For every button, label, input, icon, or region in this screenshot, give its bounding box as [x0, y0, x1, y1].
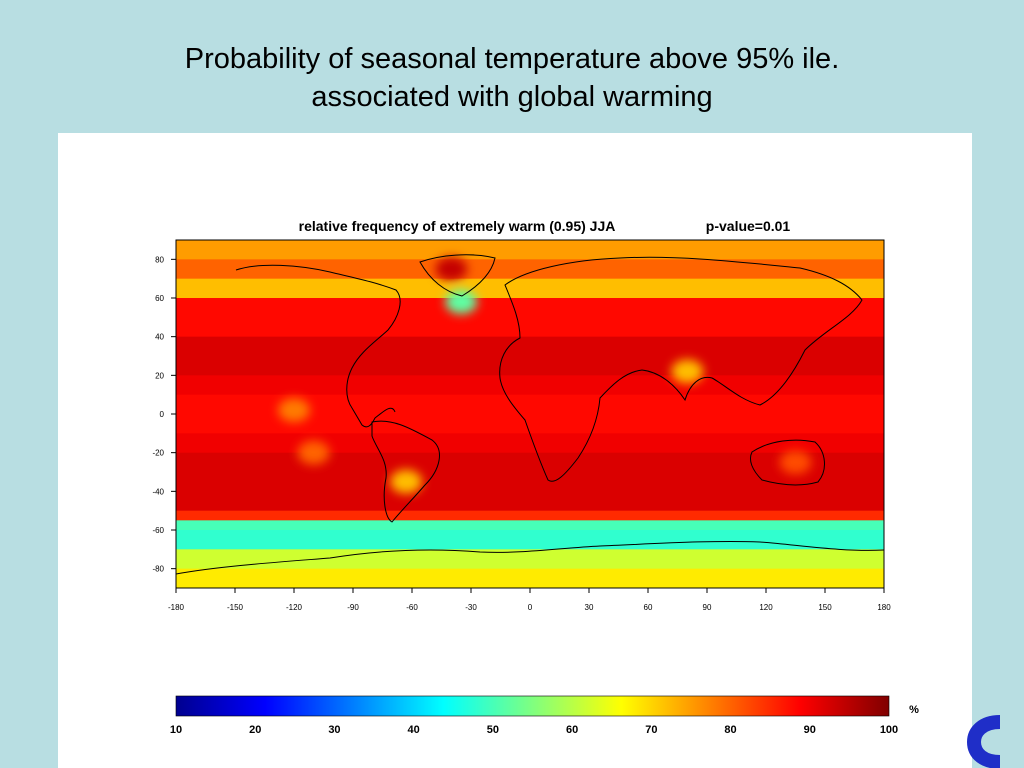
latitude-band [176, 568, 884, 588]
logo-icon [966, 715, 1001, 768]
y-tick-label: -60 [152, 526, 164, 535]
y-tick-label: -20 [152, 449, 164, 458]
colorbar-unit: % [909, 704, 919, 716]
latitude-bands [176, 240, 884, 588]
y-tick-label: 20 [155, 371, 164, 380]
coastline-greenland [419, 254, 496, 297]
latitude-band [176, 520, 884, 531]
regional-anomaly [779, 450, 812, 475]
colorbar-tick-label: 40 [408, 724, 420, 736]
latitude-band [176, 259, 884, 280]
slide-title-line-1: Probability of seasonal temperature abov… [184, 43, 840, 75]
x-axis: -180 -150 -120 -90 -60 -30 0 30 60 90 120 150 180 [168, 588, 891, 612]
x-tick-label: 180 [877, 603, 891, 612]
regional-anomaly [390, 469, 423, 494]
colorbar-tick-label: 100 [880, 724, 898, 736]
latitude-band [176, 298, 884, 338]
colorbar-tick-label: 10 [170, 724, 182, 736]
y-tick-label: 80 [155, 255, 164, 264]
coastline-antarctica [176, 540, 884, 575]
coastline-australia [749, 439, 825, 486]
x-tick-label: 120 [759, 603, 773, 612]
x-tick-label: -120 [286, 603, 303, 612]
y-tick-label: 40 [155, 333, 164, 342]
colorbar-tick-label: 70 [645, 724, 657, 736]
colorbar-tick-label: 60 [566, 724, 578, 736]
x-tick-label: -90 [347, 603, 359, 612]
y-axis: -80 -60 -40 -20 0 20 40 60 80 [152, 255, 176, 574]
regional-anomaly [297, 440, 330, 465]
coastline-south-america [371, 420, 440, 523]
latitude-band [176, 240, 884, 260]
x-tick-label: 0 [528, 603, 533, 612]
latitude-band [176, 336, 884, 376]
y-tick-label: -40 [152, 487, 164, 496]
regional-anomaly [278, 398, 310, 423]
x-tick-label: -30 [465, 603, 477, 612]
coastline-north-america [235, 264, 401, 428]
colorbar-tick-label: 30 [328, 724, 340, 736]
y-tick-label: 60 [155, 294, 164, 303]
latitude-band [176, 278, 884, 299]
latitude-band [176, 549, 884, 570]
chart-title: relative frequency of extremely warm (0.… [299, 218, 616, 234]
x-tick-label: -60 [406, 603, 418, 612]
colorbar [175, 695, 890, 717]
latitude-band [176, 530, 884, 550]
x-tick-label: 30 [585, 603, 594, 612]
y-tick-label: -80 [152, 565, 164, 574]
x-tick-label: 150 [818, 603, 832, 612]
latitude-band [176, 433, 884, 454]
slide-title: Probability of seasonal temperature abov… [0, 40, 1024, 116]
colorbar-tick-label: 90 [804, 724, 816, 736]
latitude-band [176, 375, 884, 396]
regional-anomaly [435, 257, 468, 281]
colorbar-tick-label: 80 [724, 724, 736, 736]
coastline-eurasia-africa [499, 256, 863, 482]
regional-anomalies [278, 257, 812, 494]
colorbar-ticks: 10 20 30 40 50 60 70 80 90 100 [170, 724, 898, 736]
regional-anomaly [671, 359, 704, 384]
x-tick-label: 60 [644, 603, 653, 612]
x-tick-label: 90 [703, 603, 712, 612]
coastlines [176, 254, 884, 575]
x-tick-label: -150 [227, 603, 244, 612]
y-tick-label: 0 [160, 410, 165, 419]
map-area [176, 240, 884, 588]
colorbar-tick-label: 20 [249, 724, 261, 736]
latitude-band [176, 452, 884, 512]
chart-annotation: p-value=0.01 [706, 218, 791, 234]
colorbar-tick-label: 50 [487, 724, 499, 736]
x-tick-label: -180 [168, 603, 185, 612]
latitude-band [176, 510, 884, 521]
slide-title-line-2: associated with global warming [311, 81, 713, 113]
regional-anomaly [445, 289, 478, 314]
